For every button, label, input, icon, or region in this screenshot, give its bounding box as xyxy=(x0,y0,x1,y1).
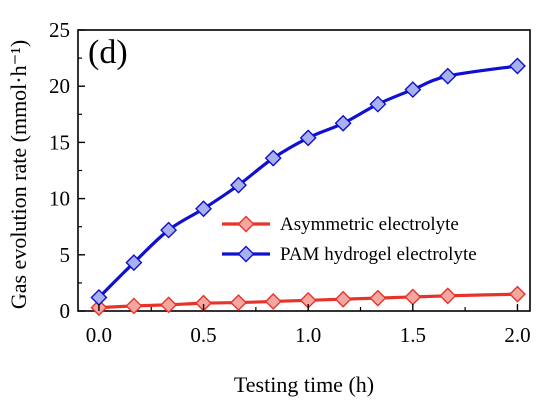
data-point xyxy=(160,221,178,239)
data-point xyxy=(160,296,178,314)
x-tick-label: 1.5 xyxy=(400,323,426,347)
y-tick-label: 0 xyxy=(60,299,71,323)
data-point xyxy=(508,57,526,75)
y-axis-title: Gas evolution rate (mmol·h⁻¹) xyxy=(6,40,31,309)
y-tick-label: 15 xyxy=(49,130,70,154)
y-tick-label: 10 xyxy=(49,187,70,211)
data-point xyxy=(439,67,457,85)
y-tick-label: 5 xyxy=(60,243,71,267)
data-point xyxy=(299,129,317,147)
data-point xyxy=(369,289,387,307)
panel-label: (d) xyxy=(88,34,128,71)
y-tick-label: 25 xyxy=(49,18,70,42)
data-point xyxy=(404,288,422,306)
legend-marker-pam xyxy=(237,245,255,263)
legend-label-asymmetric: Asymmetric electrolyte xyxy=(280,214,459,235)
data-point xyxy=(404,81,422,99)
data-point xyxy=(439,287,457,305)
x-tick-label: 1.0 xyxy=(295,323,321,347)
x-tick-label: 0.0 xyxy=(86,323,112,347)
data-point xyxy=(508,285,526,303)
series-group xyxy=(90,57,526,317)
data-point xyxy=(230,176,247,194)
legend-marker-asymmetric xyxy=(237,215,255,233)
data-point xyxy=(125,254,143,272)
x-tick-label: 2.0 xyxy=(504,323,530,347)
ticks-group: 0.0 0.5 1.0 1.5 2.0 0 5 10 15 20 25 xyxy=(49,18,531,347)
x-axis-title: Testing time (h) xyxy=(234,372,374,397)
data-point xyxy=(264,149,282,167)
legend-label-pam: PAM hydrogel electrolyte xyxy=(280,244,477,265)
data-point xyxy=(264,292,282,310)
legend: Asymmetric electrolyte PAM hydrogel elec… xyxy=(222,214,477,265)
x-tick-label: 0.5 xyxy=(190,323,216,347)
y-tick-label: 20 xyxy=(49,74,70,98)
data-point xyxy=(369,95,387,113)
data-point xyxy=(125,297,143,315)
data-point xyxy=(230,294,247,312)
data-point xyxy=(334,114,352,132)
data-point xyxy=(195,200,213,218)
data-point xyxy=(334,290,352,308)
